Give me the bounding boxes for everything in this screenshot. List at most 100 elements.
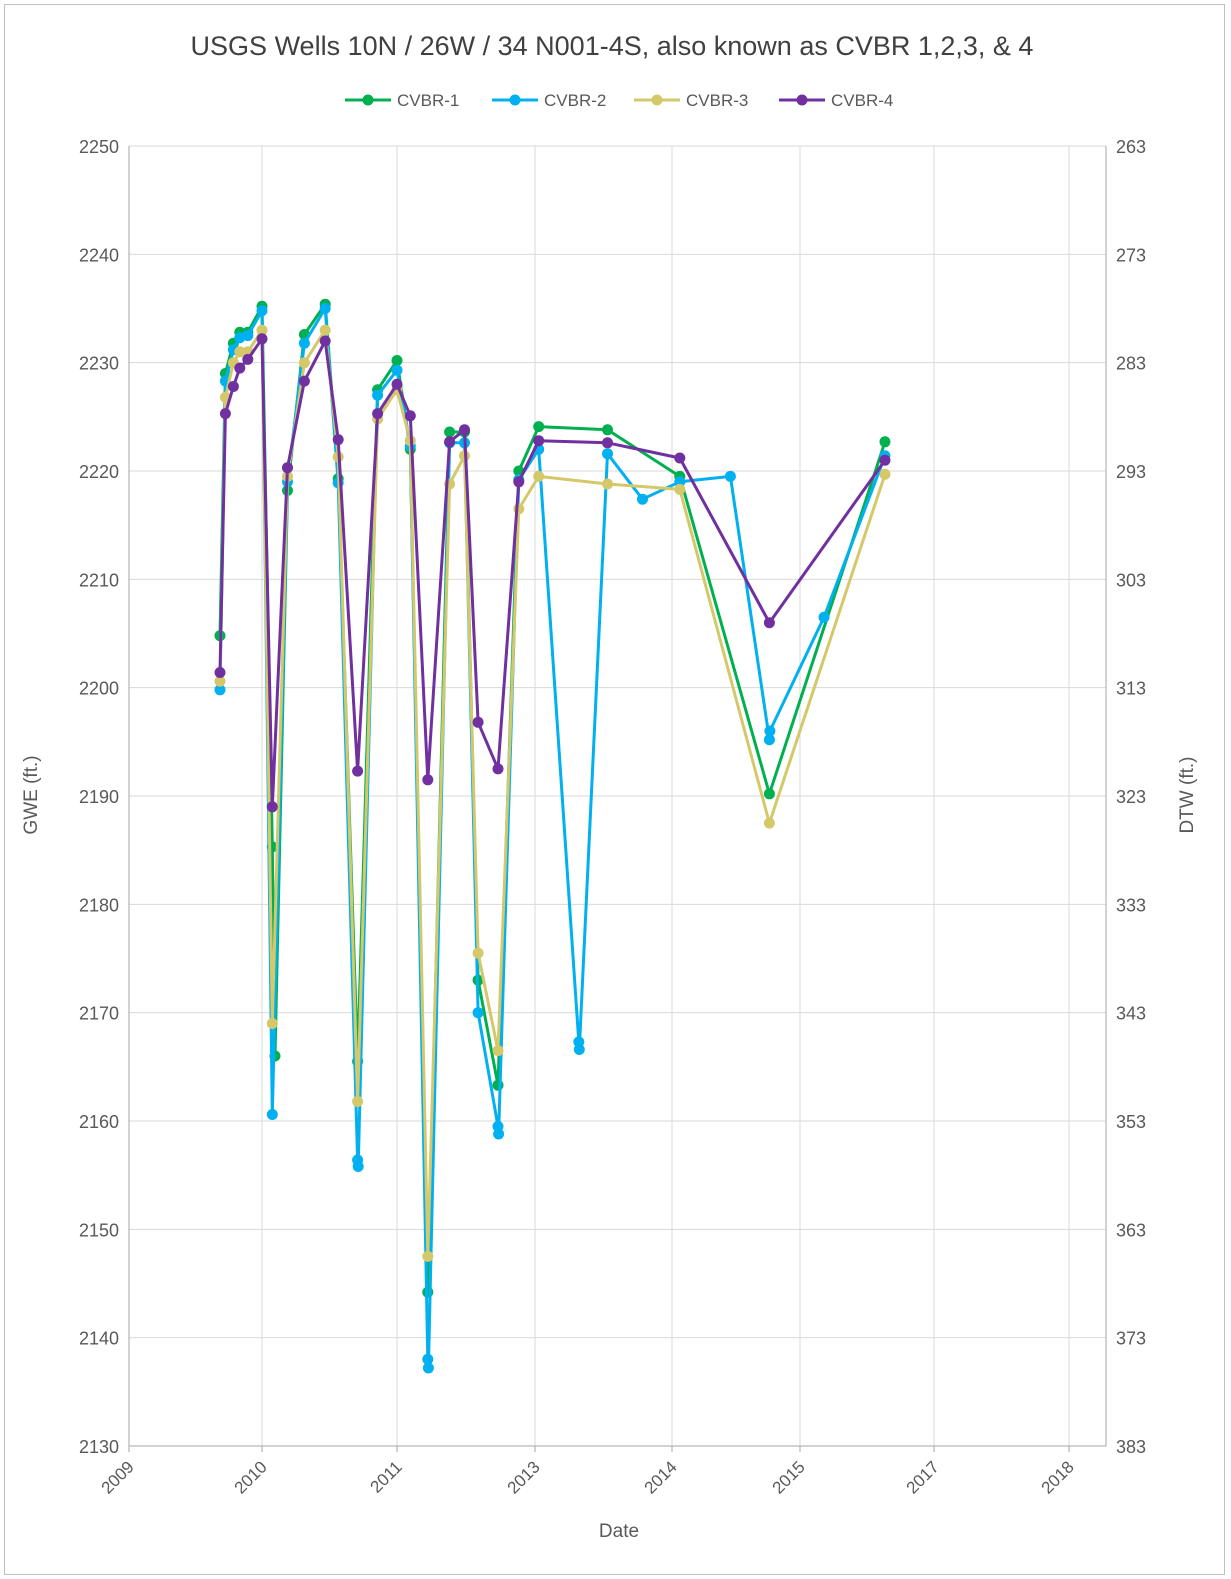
y2-tick-label: 323 (1116, 787, 1146, 807)
series-cvbr-1 (214, 298, 891, 1298)
data-point (533, 435, 545, 447)
data-point (372, 389, 384, 401)
y2-tick-label: 283 (1116, 354, 1146, 374)
y-tick-label: 2160 (79, 1112, 119, 1132)
data-point (879, 454, 891, 466)
y-tick-label: 2200 (79, 679, 119, 699)
chart-title: USGS Wells 10N / 26W / 34 N001-4S, also … (191, 31, 1034, 61)
data-point (472, 947, 484, 959)
data-point (319, 324, 331, 336)
y2-tick-label: 343 (1116, 1004, 1146, 1024)
legend-label: CVBR-1 (397, 91, 459, 110)
data-point (573, 1044, 585, 1055)
data-point (763, 817, 775, 829)
y2-tick-label: 363 (1116, 1220, 1146, 1240)
data-point (266, 1018, 278, 1029)
data-point (602, 437, 613, 449)
series-line (218, 307, 887, 1370)
data-point (214, 667, 226, 678)
data-point (391, 355, 403, 366)
chart-frame (4, 4, 1225, 1575)
y-tick-label: 2180 (79, 895, 119, 915)
data-point (879, 436, 891, 448)
data-point (763, 734, 775, 746)
y-tick-label: 2130 (79, 1437, 119, 1457)
y-axis-label: GWE (ft.) (21, 755, 42, 834)
data-point (214, 675, 226, 687)
data-point (256, 305, 268, 317)
y2-tick-label: 373 (1116, 1329, 1146, 1349)
y-tick-label: 2190 (79, 787, 119, 807)
y2-tick-label: 333 (1116, 895, 1146, 915)
legend-label: CVBR-4 (831, 91, 893, 110)
legend-swatch-marker (509, 94, 521, 106)
data-point (472, 1007, 484, 1019)
data-point (763, 788, 775, 800)
data-point (533, 470, 545, 482)
data-point (602, 448, 613, 460)
data-point (242, 353, 254, 365)
grid (128, 145, 1106, 1447)
data-point (422, 1250, 434, 1262)
data-point (818, 611, 830, 623)
y2-tick-label: 383 (1116, 1437, 1146, 1457)
legend: CVBR-1 CVBR-2 CVBR-3 CVBR-4 (345, 91, 893, 110)
data-point (256, 333, 268, 345)
x-tick-label: 2014 (641, 1457, 681, 1497)
y-tick-label: 2150 (79, 1220, 119, 1240)
data-point (404, 410, 416, 422)
y2-tick-label: 353 (1116, 1112, 1146, 1132)
data-point (332, 434, 344, 446)
legend-swatch-marker (362, 94, 374, 106)
y2-axis-label: DTW (ft.) (1177, 756, 1198, 833)
data-point (266, 1109, 278, 1120)
data-point (422, 1362, 434, 1374)
data-point (602, 424, 613, 436)
data-point (298, 375, 310, 387)
data-point (282, 462, 293, 474)
data-point (513, 476, 525, 488)
data-point (674, 476, 686, 488)
legend-item-cvbr-2: CVBR-2 (492, 91, 606, 110)
data-point (472, 716, 484, 728)
data-point (352, 1096, 364, 1107)
data-point (459, 424, 470, 436)
y-tick-label: 2140 (79, 1329, 119, 1349)
data-point (266, 801, 278, 813)
data-point (444, 426, 456, 438)
data-point (444, 436, 456, 448)
data-point (256, 324, 268, 336)
data-point (513, 503, 525, 515)
data-point (492, 1079, 504, 1091)
x-tick-label: 2013 (504, 1457, 544, 1497)
data-point (352, 1161, 364, 1172)
data-point (764, 725, 776, 737)
x-tick-label: 2010 (231, 1457, 271, 1497)
legend-item-cvbr-4: CVBR-4 (779, 91, 893, 110)
data-point (763, 617, 775, 629)
series-line (218, 328, 887, 1258)
y-tick-label: 2220 (79, 462, 119, 482)
data-point (219, 408, 231, 420)
legend-item-cvbr-1: CVBR-1 (345, 91, 459, 110)
data-point (214, 684, 226, 696)
y-tick-label: 2170 (79, 1004, 119, 1024)
data-point (674, 483, 686, 495)
x-axis-label: Date (599, 1521, 639, 1542)
series-layer (214, 298, 891, 1374)
x-tick-label: 2017 (903, 1457, 943, 1497)
data-point (234, 362, 246, 374)
x-tick-label: 2009 (98, 1457, 138, 1497)
data-point (602, 478, 613, 490)
data-point (533, 421, 545, 433)
data-point (724, 470, 736, 482)
y2-tick-label: 303 (1116, 570, 1146, 590)
data-point (492, 763, 504, 775)
data-point (391, 378, 403, 390)
data-point (227, 381, 239, 392)
data-point (879, 468, 891, 480)
legend-label: CVBR-2 (544, 91, 606, 110)
series-cvbr-4 (214, 333, 891, 813)
data-point (352, 765, 364, 777)
